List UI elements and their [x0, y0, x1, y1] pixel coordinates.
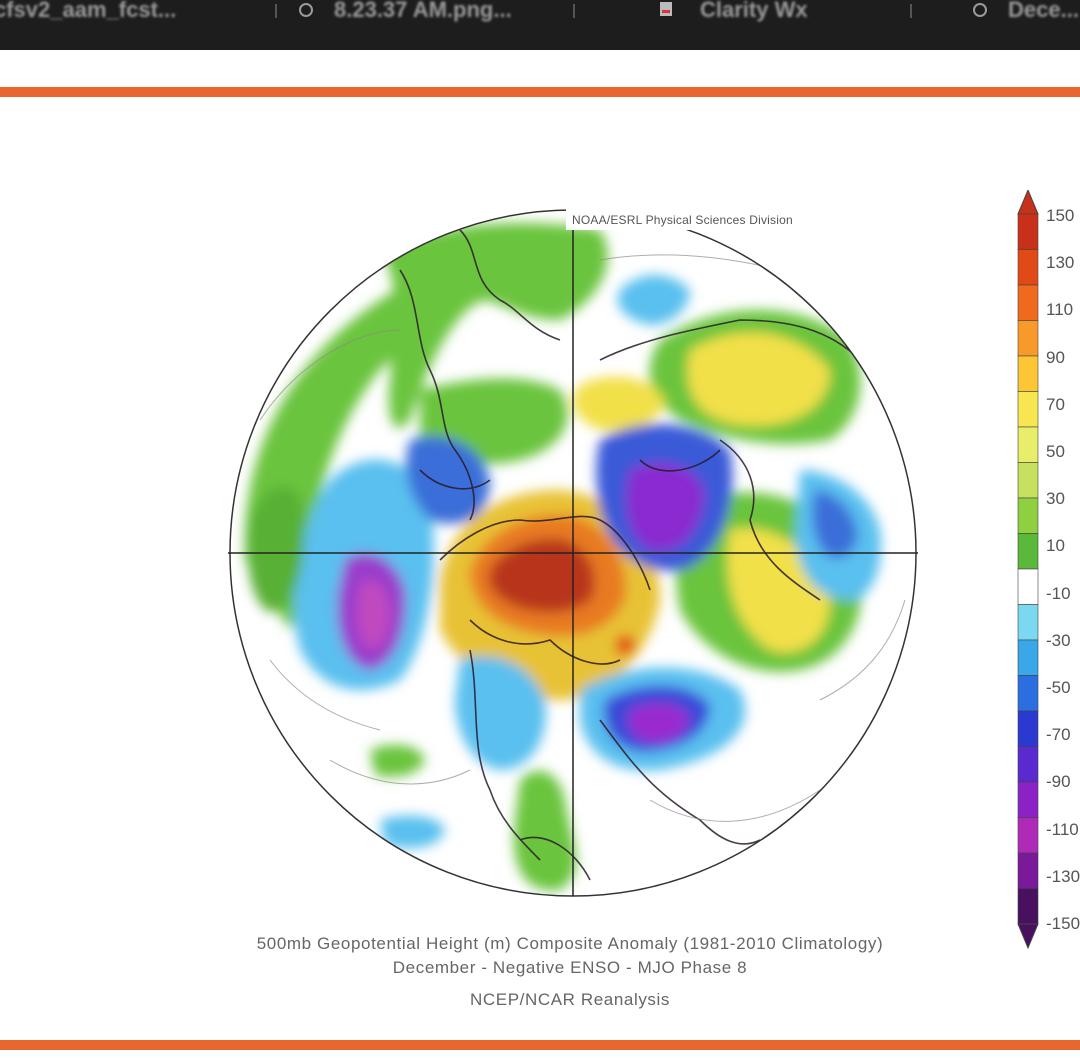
colorbar-swatch [1017, 249, 1039, 286]
colorbar-swatch [1017, 320, 1039, 357]
colorbar-tick-label: 90 [1046, 347, 1065, 367]
colorbar-tick-label: -30 [1046, 630, 1071, 650]
bottom-orange-rule [0, 1040, 1080, 1050]
colorbar [1017, 190, 1039, 950]
colorbar-swatch [1017, 746, 1039, 783]
colorbar-tick-label: -70 [1046, 725, 1071, 745]
tab-december[interactable]: Dece... [1008, 0, 1079, 22]
tab-screenshot[interactable]: 8.23.37 AM.png... [334, 0, 512, 22]
colorbar-tick-label: -150 [1046, 914, 1080, 933]
figure-caption-subtitle: December - Negative ENSO - MJO Phase 8 [392, 958, 748, 977]
colorbar-swatch [1017, 568, 1039, 605]
colorbar-swatch [1017, 497, 1039, 534]
colorbar-swatch [1017, 639, 1039, 676]
tab-clarity-wx[interactable]: Clarity Wx [700, 0, 808, 22]
tab-separator [573, 4, 575, 18]
colorbar-tick-label: -50 [1046, 678, 1071, 697]
colorbar-tick-label: 50 [1046, 442, 1065, 461]
colorbar-swatch [1017, 355, 1039, 392]
page-icon [660, 2, 672, 16]
colorbar-swatch [1017, 888, 1039, 925]
tab-cfsv2[interactable]: cfsv2_aam_fcst... [0, 0, 177, 22]
browser-tab-bar: cfsv2_aam_fcst... 8.23.37 AM.png... Clar… [0, 0, 1080, 50]
colorbar-tick-label: -90 [1046, 772, 1071, 792]
clock-icon [299, 3, 313, 17]
colorbar-swatch [1017, 391, 1039, 428]
colorbar-swatch [1017, 213, 1039, 250]
colorbar-swatch [1017, 462, 1039, 499]
colorbar-tick-label: -10 [1046, 583, 1071, 603]
colorbar-swatch [1017, 533, 1039, 570]
top-orange-rule [0, 87, 1080, 97]
colorbar-tick-label: 110 [1046, 300, 1074, 320]
figure-caption-title: 500mb Geopotential Height (m) Composite … [256, 934, 884, 953]
colorbar-tick-label: -110 [1046, 819, 1079, 839]
tab-separator [910, 4, 912, 18]
colorbar-swatch [1017, 781, 1039, 818]
colorbar-swatch [1017, 675, 1039, 712]
clock-icon [973, 3, 987, 17]
colorbar-top-arrow [1017, 190, 1039, 215]
map-credit-label: NOAA/ESRL Physical Sciences Division [572, 213, 793, 227]
colorbar-swatch [1017, 852, 1039, 889]
colorbar-swatch [1017, 710, 1039, 747]
tab-separator [275, 4, 277, 18]
colorbar-swatch [1017, 604, 1039, 641]
colorbar-tick-label: 30 [1046, 489, 1065, 509]
colorbar-bottom-arrow [1017, 923, 1039, 950]
colorbar-tick-label: 70 [1046, 394, 1065, 414]
colorbar-swatch [1017, 426, 1039, 463]
colorbar-swatch [1017, 817, 1039, 854]
colorbar-tick-label: -130 [1046, 866, 1080, 886]
colorbar-tick-label: 10 [1046, 536, 1065, 556]
colorbar-tick-label: 130 [1046, 253, 1075, 273]
colorbar-tick-label: 150 [1046, 206, 1075, 225]
colorbar-swatch [1017, 284, 1039, 321]
figure-caption-source: NCEP/NCAR Reanalysis [470, 990, 670, 1009]
